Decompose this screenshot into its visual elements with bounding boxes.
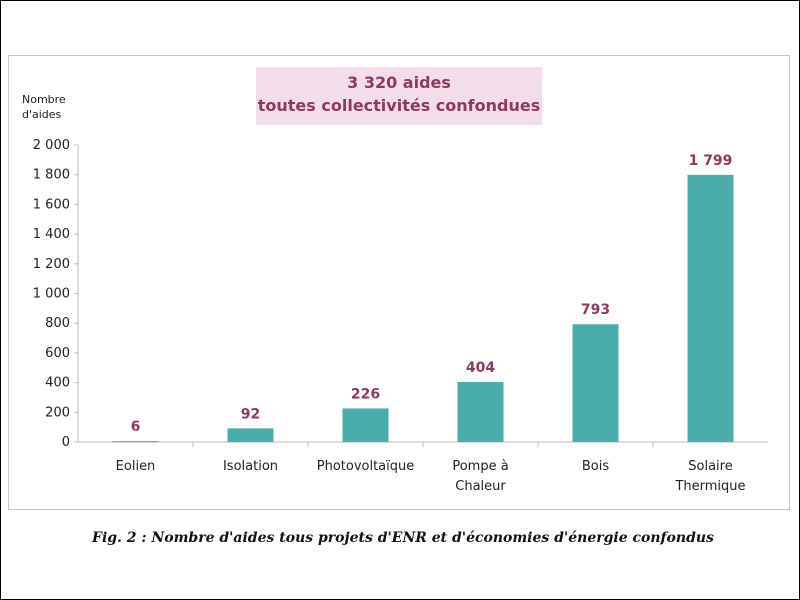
bar [572,324,619,442]
x-tick-label-line: Photovoltaïque [317,459,415,474]
x-tick-label: Eolien [116,459,156,474]
data-label: 404 [466,360,495,376]
data-label: 793 [581,302,610,318]
x-tick-label-line: Bois [582,459,609,474]
y-tick-label: 0 [62,435,70,450]
y-tick-label: 200 [45,405,70,420]
chart-title-banner: 3 320 aides toutes collectivités confond… [256,67,542,125]
y-tick-label: 1 400 [33,227,70,242]
y-tick-label: 400 [45,376,70,391]
data-label: 1 799 [689,153,733,169]
x-tick-label-line: Pompe à [452,459,508,474]
bar [457,382,504,442]
data-label: 92 [241,406,260,422]
x-tick-label: Bois [582,459,609,474]
chart-title-line2: toutes collectivités confondues [257,96,541,115]
y-tick-label: 1 000 [33,287,70,302]
y-tick-label: 1 200 [33,257,70,272]
y-axis-label-line2: d'aides [22,108,62,121]
y-tick-label: 2 000 [33,138,70,153]
y-tick-label: 1 600 [33,197,70,212]
figure-caption: Fig. 2 : Nombre d'aides tous projets d'E… [92,530,714,546]
chart-title-line1: 3 320 aides [347,73,451,92]
x-tick-label: Photovoltaïque [317,459,415,474]
y-tick-label: 1 800 [33,168,70,183]
y-tick-label: 800 [45,316,70,331]
x-tick-label-line: Chaleur [455,479,506,494]
data-label: 6 [131,419,141,435]
chart-panel [8,55,790,510]
y-tick-label: 600 [45,346,70,361]
x-tick-label: Solaire Thermique [674,459,745,494]
x-tick-label-line: Eolien [116,459,156,474]
x-tick-label: Pompe à Chaleur [452,459,508,494]
y-axis-label: Nombre d'aides [22,92,82,122]
y-axis-label-line1: Nombre [22,93,66,106]
x-tick-label: Isolation [223,459,278,474]
bar [687,174,734,442]
bar [342,408,389,442]
x-tick-label-line: Solaire [688,459,732,474]
bar [112,441,159,443]
bar [227,428,274,442]
x-tick-label-line: Isolation [223,459,278,474]
data-label: 226 [351,386,380,402]
x-tick-label-line: Thermique [674,479,745,494]
